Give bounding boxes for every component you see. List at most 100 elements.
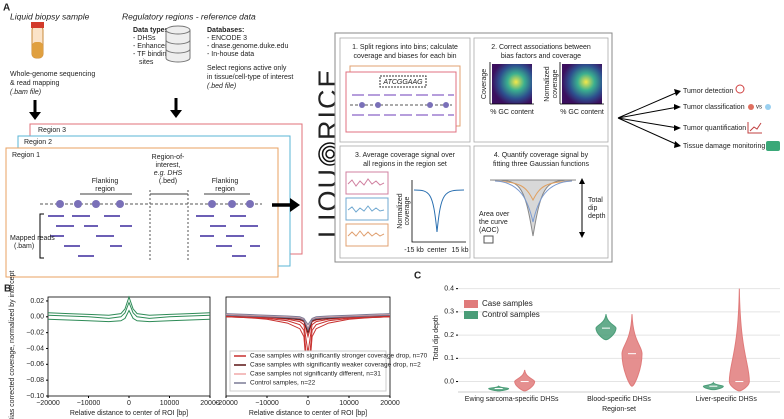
x-tick-label: Liver-specific DHSs: [696, 396, 758, 403]
mean-curve: [413, 189, 465, 233]
x-tick-label: 10000: [339, 400, 359, 407]
x-tick-label: 0: [306, 400, 310, 407]
panel-a: A Liquid biopsy sample Whole-genome sequ…: [3, 3, 780, 278]
item: - DHSs: [133, 35, 156, 42]
axes: [489, 62, 604, 105]
label: Databases:: [207, 27, 244, 34]
step-title: 3. Average coverage signal over: [355, 152, 456, 159]
annotation: depth: [588, 213, 606, 220]
annotation: (.bed): [159, 178, 177, 185]
icon: [735, 84, 745, 94]
y-axis-label: Bias corrected coverage, normalized by i…: [9, 271, 16, 419]
y-tick-label: 0.2: [444, 332, 454, 339]
output-arrows: [617, 91, 679, 146]
axis-label: % GC content: [560, 109, 604, 116]
region-label: Region 1: [12, 152, 40, 159]
x-axis-label: Relative distance to center of ROI [bp]: [249, 410, 367, 417]
output: Tissue damage monitoring: [683, 143, 765, 150]
y-tick-label: 0.4: [444, 285, 454, 292]
y-tick-label: −0.10: [26, 393, 44, 400]
icon: [766, 141, 780, 151]
step-text: Whole-genome sequencing: [10, 71, 95, 78]
line: [225, 314, 391, 331]
line: [225, 313, 391, 326]
x-tick-label: −10000: [255, 400, 279, 407]
annotation: Area over: [479, 211, 510, 218]
legend-label: Case samples: [482, 299, 533, 308]
annotation: (AOC): [479, 227, 499, 234]
line: [226, 316, 390, 353]
roi-edge: [149, 190, 189, 262]
step-title: coverage and biases for each bin: [353, 53, 456, 60]
axis-label: -15 kb: [404, 247, 424, 254]
arrow-heads: [674, 89, 681, 148]
sequence: ATCGGAAG: [382, 79, 423, 86]
axis-label: % GC content: [490, 109, 534, 116]
item: - TF binding: [133, 51, 170, 58]
violin: [595, 314, 617, 341]
item: - ENCODE 3: [207, 35, 247, 42]
step-text: Select regions active only: [207, 65, 287, 72]
step-text: (.bam file): [10, 89, 41, 96]
panel-label: C: [414, 271, 421, 282]
label: Data types:: [133, 27, 171, 34]
legend-box: [229, 350, 387, 392]
item: - In-house data: [207, 51, 254, 58]
line: [47, 295, 211, 316]
y-tick-label: −0.02: [26, 329, 44, 336]
x-tick-label: 0: [127, 400, 131, 407]
legend-label: Control samples: [482, 310, 540, 319]
panel-label: A: [3, 3, 10, 14]
y-tick-label: 0.00: [30, 314, 44, 321]
annotation: region: [95, 186, 115, 193]
step-box: [473, 145, 609, 259]
arrow-head: [170, 110, 182, 118]
step-text: (.bed file): [207, 83, 236, 90]
region-label: Region 3: [38, 127, 66, 134]
y-tick-label: 0.02: [30, 298, 44, 305]
arrow-head: [290, 198, 300, 212]
region-signals: [345, 171, 389, 247]
line: [225, 313, 391, 330]
legend-label: Case samples not significantly different…: [250, 371, 381, 378]
line: [47, 301, 211, 319]
annotation: Total: [588, 197, 603, 204]
legend-label: Case samples with significantly weaker c…: [250, 362, 421, 369]
icon: [747, 122, 762, 134]
tube-liquid: [32, 42, 43, 58]
nucleosomes: [359, 102, 449, 108]
y-tick-label: 0.0: [444, 378, 454, 385]
axes: [411, 180, 466, 243]
x-tick-label: −20000: [214, 400, 238, 407]
y-axis-label: Total dip depth: [433, 315, 440, 361]
x-axis-label: Region-set: [602, 406, 636, 413]
icon-text: vs: [756, 105, 762, 111]
violin: [621, 314, 643, 387]
axis-label: Normalized: [397, 193, 404, 229]
plot-frame: [47, 296, 211, 397]
y-tick-label: −0.06: [26, 361, 44, 368]
nucleosomes: [56, 200, 254, 208]
seq-box: [379, 75, 427, 88]
step-title: bias factors and coverage: [501, 53, 581, 60]
sample-title: Liquid biopsy sample: [10, 11, 90, 21]
x-tick-label: 10000: [160, 400, 180, 407]
y-tick-label: 0.1: [444, 355, 454, 362]
y-tick-label: 0.3: [444, 309, 454, 316]
reads: [48, 215, 260, 257]
database-icon: [165, 25, 191, 63]
reference-title: Regulatory regions - reference data: [122, 11, 256, 21]
arrow-head: [579, 178, 585, 238]
annotation: Flanking: [212, 178, 239, 185]
gaussian: [494, 180, 573, 202]
icon: [748, 104, 754, 110]
step-text: in tissue/cell-type of interest: [207, 74, 293, 81]
step-title: all regions in the region set: [363, 161, 447, 168]
item: - Enhancers: [133, 43, 171, 50]
gaussian: [494, 180, 573, 223]
axis-label: coverage: [404, 196, 411, 225]
item: sites: [139, 59, 154, 66]
x-tick-label: Ewing sarcoma-specific DHSs: [465, 396, 559, 403]
